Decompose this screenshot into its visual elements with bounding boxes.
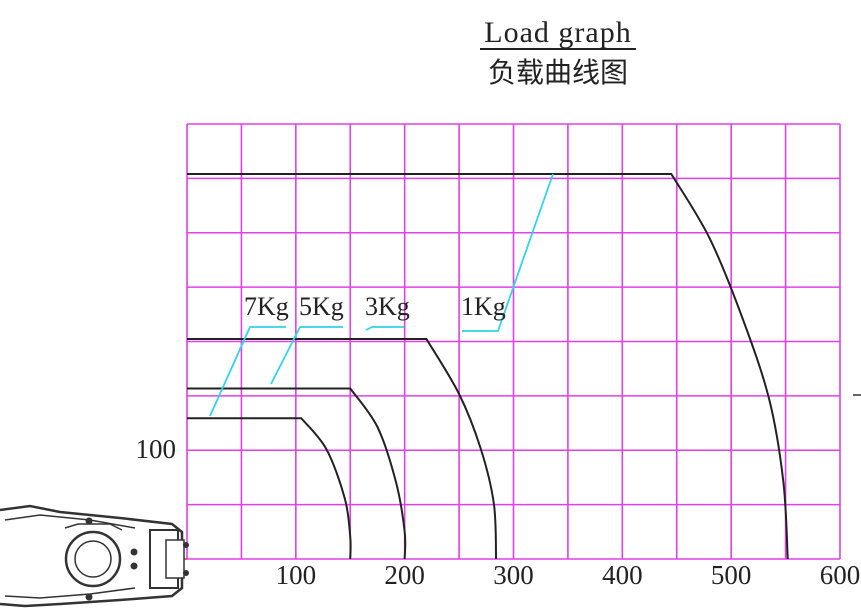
robot-arm-drawing	[0, 504, 189, 608]
x-tick-100: 100	[276, 560, 317, 590]
x-tick-200: 200	[384, 560, 425, 590]
robot-joint-inner	[74, 540, 112, 578]
robot-flange-tool	[165, 539, 185, 579]
bolt-3	[130, 548, 138, 556]
leader-3kg	[365, 326, 404, 331]
curve-3kg	[187, 338, 498, 560]
x-tick-400: 400	[602, 560, 643, 590]
bolt-1	[85, 517, 93, 525]
load-label-leaders	[209, 173, 554, 417]
chart-grid	[186, 123, 841, 560]
label-7kg: 7Kg	[244, 292, 289, 321]
x-tick-labels: 100 200 300 400 500 600	[276, 560, 861, 590]
leader-7kg	[209, 326, 286, 417]
robot-arm-edge-bottom	[4, 587, 136, 599]
chart-title: Load graph	[484, 16, 631, 49]
x-tick-600: 600	[820, 560, 861, 590]
bolt-4	[130, 562, 138, 570]
y-tick-labels: 100	[136, 434, 177, 464]
load-labels: 1Kg 3Kg 5Kg 7Kg	[244, 292, 506, 321]
label-1kg: 1Kg	[461, 292, 506, 321]
bolt-2	[85, 593, 93, 601]
x-tick-500: 500	[711, 560, 752, 590]
chart-subtitle: 负载曲线图	[488, 56, 628, 89]
curve-7kg	[187, 417, 352, 560]
label-5kg: 5Kg	[299, 292, 344, 321]
x-tick-300: 300	[493, 560, 534, 590]
leader-1kg	[462, 173, 554, 332]
load-curves	[187, 173, 789, 560]
curve-5kg	[187, 387, 407, 560]
bolt-5	[183, 542, 189, 548]
bolt-6	[183, 570, 189, 576]
robot-arm-edge-top	[4, 514, 136, 529]
robot-joint	[64, 530, 122, 588]
leader-5kg	[270, 326, 343, 385]
curve-1kg	[187, 173, 789, 560]
label-3kg: 3Kg	[365, 292, 410, 321]
y-tick-100: 100	[136, 434, 177, 464]
robot-joint-bracket	[64, 523, 123, 531]
